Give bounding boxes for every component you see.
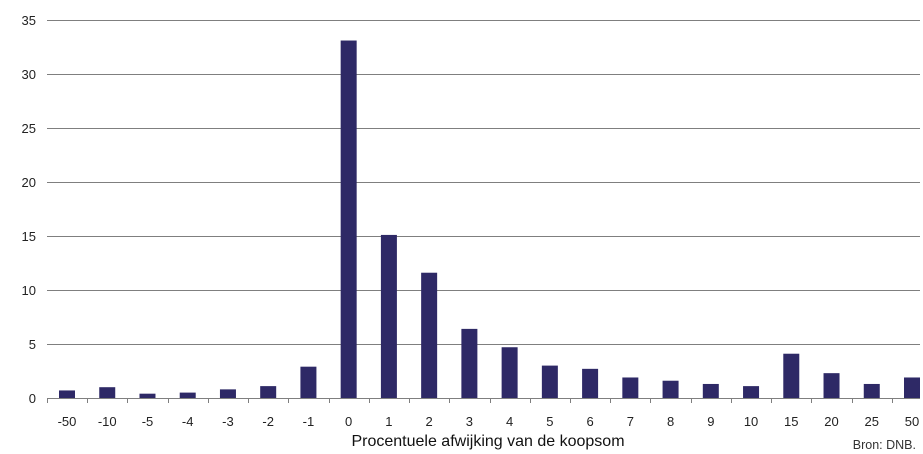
x-tick-label: 8 bbox=[667, 414, 674, 429]
x-tick-label: 3 bbox=[466, 414, 473, 429]
x-tick-label: -2 bbox=[262, 414, 274, 429]
x-tick-label: 5 bbox=[546, 414, 553, 429]
y-tick-label: 35 bbox=[22, 13, 36, 28]
gridlines bbox=[47, 20, 920, 399]
x-tick-label: 20 bbox=[824, 414, 838, 429]
bar-15 bbox=[783, 353, 800, 398]
bar-4 bbox=[501, 347, 518, 398]
bar-50 bbox=[904, 377, 920, 398]
x-tick-label: -50 bbox=[58, 414, 77, 429]
bar--3 bbox=[219, 389, 236, 398]
x-tick-label: 6 bbox=[586, 414, 593, 429]
bar-1 bbox=[380, 234, 397, 398]
x-tick-label: -4 bbox=[182, 414, 194, 429]
bar-25 bbox=[863, 383, 880, 398]
bar-3 bbox=[461, 328, 478, 398]
x-tick-label: 15 bbox=[784, 414, 798, 429]
bar-9 bbox=[702, 383, 719, 398]
x-axis-label: Procentuele afwijking van de koopsom bbox=[351, 433, 624, 450]
bar-5 bbox=[541, 365, 558, 398]
x-tick-label: 1 bbox=[385, 414, 392, 429]
bar--4 bbox=[179, 392, 196, 398]
x-tick-label: -5 bbox=[142, 414, 154, 429]
bar-6 bbox=[582, 368, 599, 398]
x-tick-label: 7 bbox=[627, 414, 634, 429]
y-tick-label: 5 bbox=[29, 337, 36, 352]
source-note: Bron: DNB. bbox=[853, 438, 916, 452]
x-tick-label: -1 bbox=[303, 414, 315, 429]
bar-0 bbox=[340, 40, 357, 399]
bar--10 bbox=[99, 387, 116, 398]
bar-2 bbox=[421, 272, 438, 398]
y-tick-label: 15 bbox=[22, 229, 36, 244]
bars bbox=[59, 40, 920, 399]
y-tick-label: 25 bbox=[22, 121, 36, 136]
x-axis-ticks: -50 -10 -5 -4 -3 -2 -1 0 1 2 3 4 5 6 7 8 9 10 15 20 25 50 bbox=[47, 398, 919, 429]
y-tick-label: 20 bbox=[22, 175, 36, 190]
y-tick-label: 0 bbox=[29, 391, 36, 406]
bar--5 bbox=[139, 393, 156, 398]
x-tick-label: 2 bbox=[426, 414, 433, 429]
bar--1 bbox=[300, 366, 317, 398]
y-tick-label: 30 bbox=[22, 67, 36, 82]
x-tick-label: 4 bbox=[506, 414, 513, 429]
x-tick-label: 25 bbox=[865, 414, 879, 429]
bar-8 bbox=[662, 380, 679, 398]
x-tick-label: 50 bbox=[905, 414, 919, 429]
x-tick-label: 0 bbox=[345, 414, 352, 429]
x-tick-label: 10 bbox=[744, 414, 758, 429]
bar-20 bbox=[823, 373, 840, 398]
x-tick-label: -3 bbox=[222, 414, 234, 429]
x-tick-label: 9 bbox=[707, 414, 714, 429]
bar--2 bbox=[260, 386, 277, 398]
y-tick-label: 10 bbox=[22, 283, 36, 298]
bar--50 bbox=[59, 390, 75, 398]
y-axis-ticks: 0 5 10 15 20 25 30 35 bbox=[22, 13, 36, 406]
bar-7 bbox=[622, 377, 639, 398]
x-tick-label: -10 bbox=[98, 414, 117, 429]
bar-10 bbox=[743, 386, 760, 398]
